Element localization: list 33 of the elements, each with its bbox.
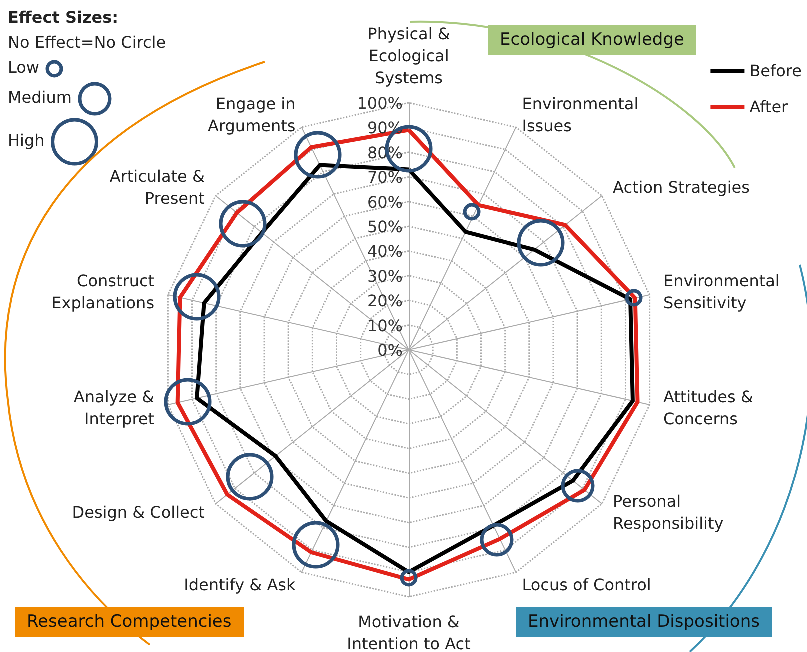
spoke-label: Engage in Arguments [208,94,296,136]
y-tick-label: 30% [367,266,403,286]
text: Ecological Knowledge [488,25,696,55]
spoke-label: Construct Explanations [52,271,155,312]
spoke-label: Identify & Ask [184,576,296,595]
y-tick-label: 60% [367,192,403,212]
legend-label: After [750,98,789,116]
y-tick-label: 10% [367,316,403,336]
spoke-label: Motivation & Intention to Act [347,612,471,652]
y-tick-label: 40% [367,242,403,262]
y-tick-label: 50% [367,218,403,236]
spoke-label: Articulate & Present [110,166,205,208]
spoke-label: Environmental Sensitivity [663,271,780,312]
spoke-label: Personal Responsibility [613,492,724,534]
y-tick-label: 70% [367,168,403,188]
spoke-label: Attitudes & Concerns [663,388,754,429]
spoke-label: Design & Collect [72,503,205,522]
text: Research Competencies [15,607,244,637]
spoke-label: Environmental Issues [522,94,639,136]
y-tick-label: 100% [357,94,403,113]
spoke-label: Physical & Ecological Systems [368,24,450,88]
text: Medium [8,88,72,107]
y-tick-label: 0% [378,341,403,360]
y-tick-label: 20% [367,292,403,311]
text: High [8,131,45,150]
text: Environmental Dispositions [516,607,772,637]
text: No Effect=No Circle [8,33,166,52]
legend-label: Before [750,62,802,80]
text: Effect Sizes: [8,8,119,27]
spoke-label: Action Strategies [613,178,750,197]
spoke-label: Locus of Control [522,576,652,595]
spoke-label: Analyze & Interpret [74,388,155,429]
text: Low [8,58,40,77]
